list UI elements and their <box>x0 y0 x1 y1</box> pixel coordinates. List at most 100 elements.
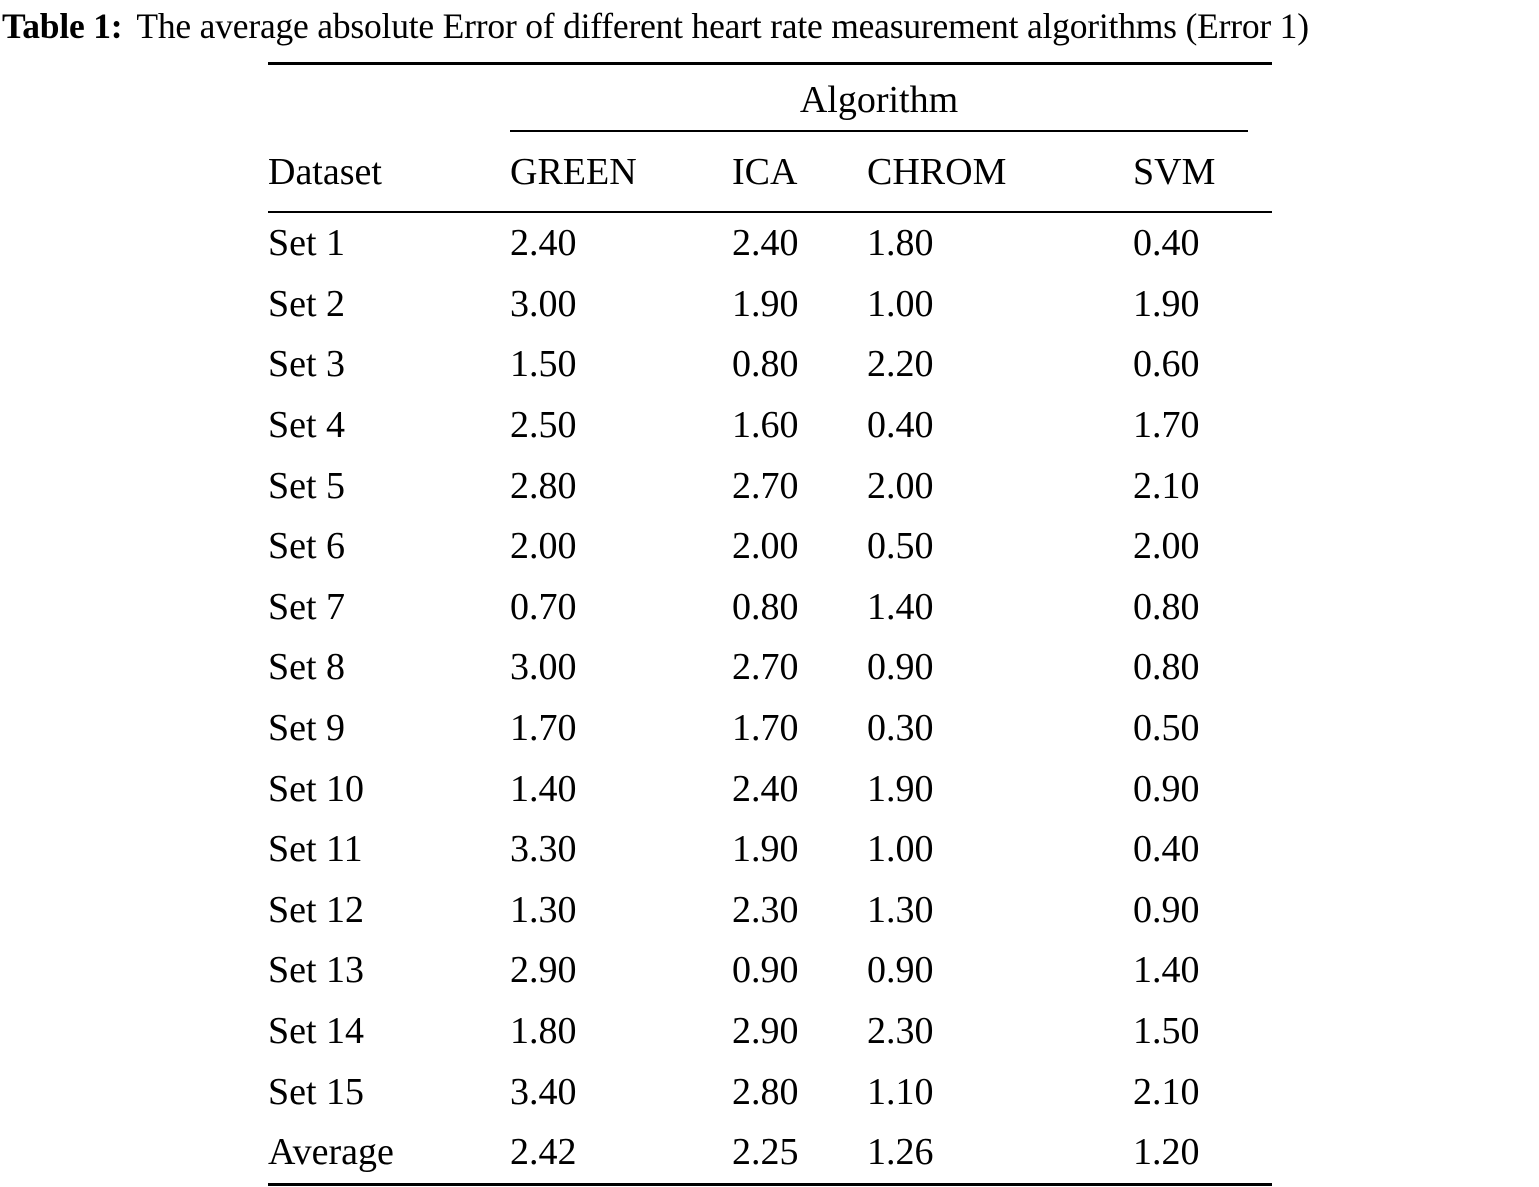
value-cell: 2.80 <box>510 464 577 507</box>
value-cell: 3.00 <box>510 646 577 689</box>
value-cell: 1.90 <box>732 828 799 871</box>
dataset-cell: Set 8 <box>268 646 346 689</box>
table-row: Set 3 1.50 0.80 2.20 0.60 <box>268 334 1272 395</box>
dataset-cell: Set 7 <box>268 585 346 628</box>
value-cell: 2.40 <box>732 222 799 265</box>
value-cell: 1.70 <box>732 707 799 750</box>
value-cell: 2.42 <box>510 1131 577 1174</box>
table-row: Set 12 1.30 2.30 1.30 0.90 <box>268 880 1272 941</box>
algorithm-group-header: Algorithm <box>510 78 1249 132</box>
value-cell: 2.25 <box>732 1131 799 1174</box>
value-cell: 1.80 <box>867 222 934 265</box>
value-cell: 2.90 <box>510 949 577 992</box>
value-cell: 1.70 <box>1133 404 1200 447</box>
value-cell: 0.40 <box>1133 222 1200 265</box>
value-cell: 1.10 <box>867 1070 934 1113</box>
dataset-cell: Set 9 <box>268 707 346 750</box>
value-cell: 2.00 <box>867 464 934 507</box>
value-cell: 0.90 <box>732 949 799 992</box>
value-cell: 1.90 <box>1133 282 1200 325</box>
dataset-cell: Set 6 <box>268 525 346 568</box>
results-table: Algorithm Dataset GREEN ICA CHROM SVM Se… <box>268 62 1273 1186</box>
algorithm-group-row: Algorithm <box>268 64 1272 133</box>
table-row: Set 10 1.40 2.40 1.90 0.90 <box>268 758 1272 819</box>
value-cell: 1.00 <box>867 282 934 325</box>
value-cell: 1.60 <box>732 404 799 447</box>
value-cell: 0.90 <box>867 646 934 689</box>
value-cell: 0.90 <box>1133 888 1200 931</box>
value-cell: 1.50 <box>1133 1010 1200 1053</box>
value-cell: 2.10 <box>1133 464 1200 507</box>
dataset-cell: Set 14 <box>268 1010 365 1053</box>
table-row: Set 11 3.30 1.90 1.00 0.40 <box>268 819 1272 880</box>
value-cell: 2.40 <box>732 767 799 810</box>
value-cell: 0.50 <box>867 525 934 568</box>
table-caption: Table 1: The average absolute Error of di… <box>2 0 1309 52</box>
value-cell: 1.20 <box>1133 1131 1200 1174</box>
table-row: Set 14 1.80 2.90 2.30 1.50 <box>268 1001 1272 1062</box>
value-cell: 0.50 <box>1133 707 1200 750</box>
table-row: Set 5 2.80 2.70 2.00 2.10 <box>268 455 1272 516</box>
dataset-cell: Set 4 <box>268 404 346 447</box>
table-header-row: Dataset GREEN ICA CHROM SVM <box>268 132 1273 213</box>
value-cell: 1.30 <box>510 888 577 931</box>
table-row: Set 1 2.40 2.40 1.80 0.40 <box>268 212 1272 274</box>
value-cell: 0.90 <box>1133 767 1200 810</box>
value-cell: 2.40 <box>510 222 577 265</box>
value-cell: 1.30 <box>867 888 934 931</box>
table-row: Set 4 2.50 1.60 0.40 1.70 <box>268 395 1272 456</box>
value-cell: 1.40 <box>510 767 577 810</box>
value-cell: 0.60 <box>1133 343 1200 386</box>
value-cell: 0.80 <box>732 343 799 386</box>
value-cell: 1.90 <box>732 282 799 325</box>
table-row: Set 9 1.70 1.70 0.30 0.50 <box>268 698 1272 759</box>
value-cell: 0.40 <box>1133 828 1200 871</box>
dataset-cell: Set 2 <box>268 282 346 325</box>
value-cell: 1.00 <box>867 828 934 871</box>
value-cell: 0.70 <box>510 585 577 628</box>
table-caption-label: Table 1: <box>2 6 123 46</box>
value-cell: 3.30 <box>510 828 577 871</box>
value-cell: 2.30 <box>732 888 799 931</box>
table-row: Set 8 3.00 2.70 0.90 0.80 <box>268 637 1272 698</box>
value-cell: 0.80 <box>1133 646 1200 689</box>
col-header-ica: ICA <box>732 132 867 213</box>
value-cell: 1.26 <box>867 1131 934 1174</box>
value-cell: 2.00 <box>1133 525 1200 568</box>
dataset-cell: Set 1 <box>268 222 346 265</box>
col-header-svm: SVM <box>1133 132 1273 213</box>
value-cell: 0.90 <box>867 949 934 992</box>
value-cell: 2.70 <box>732 464 799 507</box>
col-header-green: GREEN <box>510 132 732 213</box>
dataset-cell: Set 11 <box>268 828 363 871</box>
table-row: Set 2 3.00 1.90 1.00 1.90 <box>268 274 1272 335</box>
value-cell: 2.10 <box>1133 1070 1200 1113</box>
col-header-chrom: CHROM <box>867 132 1133 213</box>
value-cell: 3.40 <box>510 1070 577 1113</box>
dataset-cell: Set 12 <box>268 888 365 931</box>
empty-corner-cell <box>268 64 510 133</box>
table-row: Set 7 0.70 0.80 1.40 0.80 <box>268 577 1272 638</box>
value-cell: 1.90 <box>867 767 934 810</box>
dataset-cell: Set 10 <box>268 767 365 810</box>
dataset-cell: Set 5 <box>268 464 346 507</box>
value-cell: 0.80 <box>1133 585 1200 628</box>
table-row: Set 6 2.00 2.00 0.50 2.00 <box>268 516 1272 577</box>
table-row: Set 15 3.40 2.80 1.10 2.10 <box>268 1061 1272 1122</box>
value-cell: 1.40 <box>1133 949 1200 992</box>
table-row: Average 2.42 2.25 1.26 1.20 <box>268 1122 1272 1184</box>
value-cell: 1.80 <box>510 1010 577 1053</box>
value-cell: 1.40 <box>867 585 934 628</box>
value-cell: 2.30 <box>867 1010 934 1053</box>
value-cell: 3.00 <box>510 282 577 325</box>
col-header-dataset: Dataset <box>268 132 510 213</box>
dataset-cell: Set 15 <box>268 1070 365 1113</box>
value-cell: 2.80 <box>732 1070 799 1113</box>
dataset-cell: Set 3 <box>268 343 346 386</box>
value-cell: 2.00 <box>510 525 577 568</box>
value-cell: 2.20 <box>867 343 934 386</box>
dataset-cell: Average <box>268 1131 394 1174</box>
table-caption-text: The average absolute Error of different … <box>136 6 1309 46</box>
value-cell: 2.70 <box>732 646 799 689</box>
